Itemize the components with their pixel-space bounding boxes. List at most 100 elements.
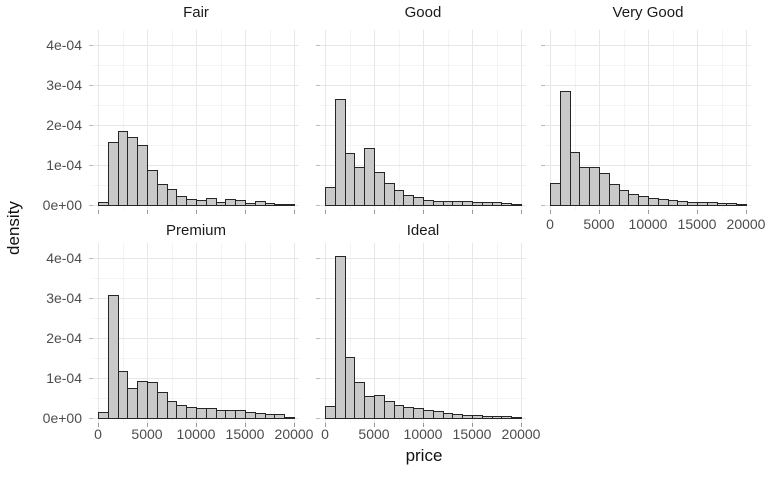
x-axis-tick [423,210,424,214]
x-tick-label: 15000 [677,216,717,232]
gridline-major [98,30,99,210]
y-axis-tick [541,165,545,166]
panel-very-good [541,30,751,214]
y-axis-tick [89,378,93,379]
gridline-major [550,30,551,210]
gridline-minor [574,30,576,210]
histogram-bar [274,414,285,419]
gridline-minor [672,30,674,210]
gridline-major [472,243,473,423]
x-tick-label: 0 [546,216,554,232]
x-axis-tick [423,423,424,427]
histogram-bar [284,204,295,206]
histogram-bar [511,417,522,419]
gridline-major [521,243,522,423]
gridline-major [521,30,522,210]
x-tick-label: 5000 [131,426,163,442]
histogram-bar [335,99,346,206]
gridline-minor [623,30,625,210]
gridline-major [147,243,148,423]
gridline-major [648,30,649,210]
gridline-major [374,243,375,423]
gridline-major [245,243,246,423]
x-axis-tick [147,423,148,427]
x-tick-label: 15000 [452,426,492,442]
x-axis-tick [294,423,295,427]
y-axis-tick [316,338,320,339]
gridline-major [374,30,375,210]
histogram-bar [335,256,346,419]
histogram-bar [511,204,522,206]
x-tick-label: 10000 [176,426,216,442]
x-axis-tick [374,423,375,427]
gridline-major [196,30,197,210]
y-axis-title: density [4,201,23,255]
gridline-major [196,243,197,423]
x-tick-label: 5000 [358,426,390,442]
facet-title: Good [404,4,442,21]
gridline-minor [349,30,351,210]
x-tick-label: 20000 [274,426,314,442]
gridline-minor [269,243,271,423]
gridline-minor [349,243,351,423]
gridline-minor [122,30,124,210]
gridline-minor [220,30,222,210]
y-tick-label: 1e-04 [46,157,82,173]
gridline-minor [398,30,400,210]
facet-title: Very Good [612,4,684,21]
panel-premium [89,243,299,427]
y-axis-tick [89,125,93,126]
y-axis-tick [89,338,93,339]
x-axis-tick [648,210,649,214]
facet-title: Ideal [406,222,440,239]
histogram-bar [108,295,119,419]
panel-fair [89,30,299,214]
x-axis-tick [472,210,473,214]
y-axis-tick [89,418,93,419]
x-tick-label: 10000 [628,216,668,232]
gridline-major [147,30,148,210]
y-axis-tick [316,298,320,299]
y-tick-label: 2e-04 [46,117,82,133]
facet-title: Premium [165,222,226,239]
y-axis-tick [89,165,93,166]
x-axis-tick [550,210,551,214]
x-axis-tick [147,210,148,214]
x-tick-label: 20000 [726,216,766,232]
x-axis-tick [746,210,747,214]
x-tick-label: 5000 [583,216,615,232]
gridline-minor [496,30,498,210]
x-tick-label: 15000 [225,426,265,442]
x-axis-tick [245,210,246,214]
histogram-bar [284,417,295,419]
gridline-minor [171,243,173,423]
y-tick-label: 0e+00 [42,410,82,426]
x-axis-tick [98,210,99,214]
y-tick-label: 4e-04 [46,250,82,266]
histogram-bar [560,91,571,206]
y-axis-tick [316,125,320,126]
gridline-major [294,30,295,210]
panel-ideal [316,243,526,427]
y-tick-label: 3e-04 [46,77,82,93]
y-axis-tick [316,45,320,46]
panel-good [316,30,526,214]
gridline-minor [220,243,222,423]
x-tick-label: 20000 [501,426,541,442]
y-tick-label: 1e-04 [46,370,82,386]
y-axis-tick [89,298,93,299]
y-axis-tick [316,205,320,206]
y-tick-label: 0e+00 [42,197,82,213]
gridline-major [294,243,295,423]
gridline-major [599,30,600,210]
gridline-major [746,30,747,210]
gridline-minor [171,30,173,210]
x-tick-label: 0 [321,426,329,442]
gridline-minor [398,243,400,423]
gridline-minor [447,243,449,423]
x-axis-tick [325,210,326,214]
y-axis-tick [89,205,93,206]
y-axis-tick [316,258,320,259]
y-axis-tick [89,258,93,259]
